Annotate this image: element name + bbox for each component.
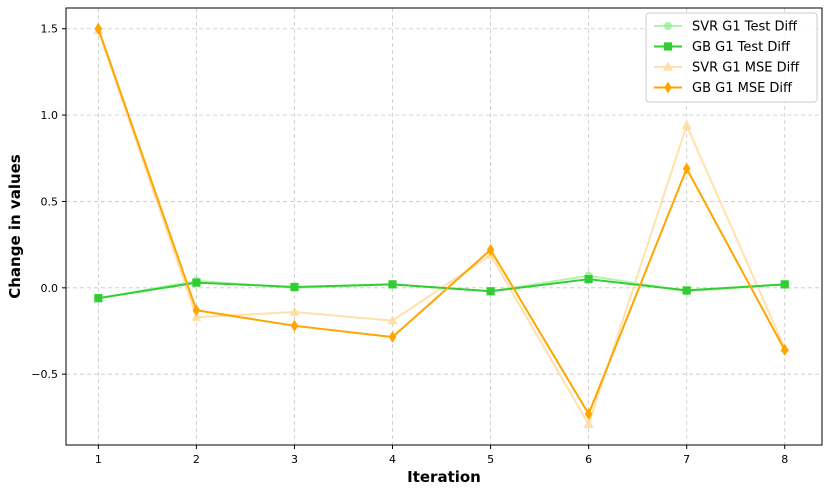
legend-item: GB G1 Test Diff <box>654 40 791 55</box>
y-tick-label: 0.0 <box>41 282 59 295</box>
data-point <box>681 119 692 130</box>
data-point <box>289 306 300 316</box>
series-gb-g1-mse-diff <box>94 22 789 420</box>
data-point <box>388 331 397 343</box>
legend-label: SVR G1 Test Diff <box>692 20 798 35</box>
legend-label: SVR G1 MSE Diff <box>692 61 800 76</box>
legend-item: SVR G1 Test Diff <box>654 20 798 35</box>
y-tick-label: 1.5 <box>41 23 59 36</box>
data-point <box>780 344 789 356</box>
legend-label: GB G1 MSE Diff <box>692 81 793 96</box>
data-point <box>192 278 201 287</box>
data-point <box>191 311 202 321</box>
data-point <box>486 287 495 296</box>
x-tick-label: 6 <box>585 453 592 466</box>
data-point <box>486 243 495 256</box>
data-point <box>290 282 299 292</box>
data-point <box>682 286 691 295</box>
data-point <box>584 275 593 284</box>
data-point <box>290 319 299 332</box>
series-gb-g1-test-diff <box>94 275 789 303</box>
data-point <box>192 304 201 317</box>
legend-marker <box>662 61 674 71</box>
legend-marker <box>664 81 672 94</box>
series-line <box>98 278 785 300</box>
y-axis-title: Change in values <box>6 154 24 299</box>
plot-frame <box>65 7 823 446</box>
x-tick-label: 4 <box>389 453 396 466</box>
data-point <box>682 162 691 175</box>
data-point <box>94 294 103 303</box>
data-point <box>94 22 103 35</box>
x-axis-title: Iteration <box>407 468 481 486</box>
ticks: 1 2 3 4 5 6 7 8 −0.5 0.0 0.5 1.0 1.5 <box>31 23 788 466</box>
legend-marker <box>663 42 673 51</box>
x-tick-label: 7 <box>683 453 690 466</box>
data-point <box>780 280 789 289</box>
x-tick-label: 1 <box>95 453 102 466</box>
legend-item: GB G1 MSE Diff <box>654 81 793 96</box>
x-tick-label: 8 <box>781 453 788 466</box>
x-tick-label: 2 <box>193 453 200 466</box>
y-tick-label: 0.5 <box>41 195 59 208</box>
legend-item: SVR G1 MSE Diff <box>654 61 800 76</box>
y-tick-label: 1.0 <box>41 109 59 122</box>
series-line <box>97 28 786 415</box>
legend-marker <box>663 21 673 31</box>
legend-label: GB G1 Test Diff <box>692 40 791 55</box>
data-point <box>388 280 397 289</box>
data-point <box>583 418 594 428</box>
x-tick-label: 5 <box>487 453 494 466</box>
data-point <box>584 407 593 420</box>
x-tick-label: 3 <box>291 453 298 466</box>
y-tick-label: −0.5 <box>31 368 58 381</box>
legend: SVR G1 Test Diff GB G1 Test Diff SVR G1 MS… <box>645 12 818 103</box>
series-layer <box>93 22 790 428</box>
legend-box <box>645 12 818 103</box>
data-point <box>387 315 398 325</box>
